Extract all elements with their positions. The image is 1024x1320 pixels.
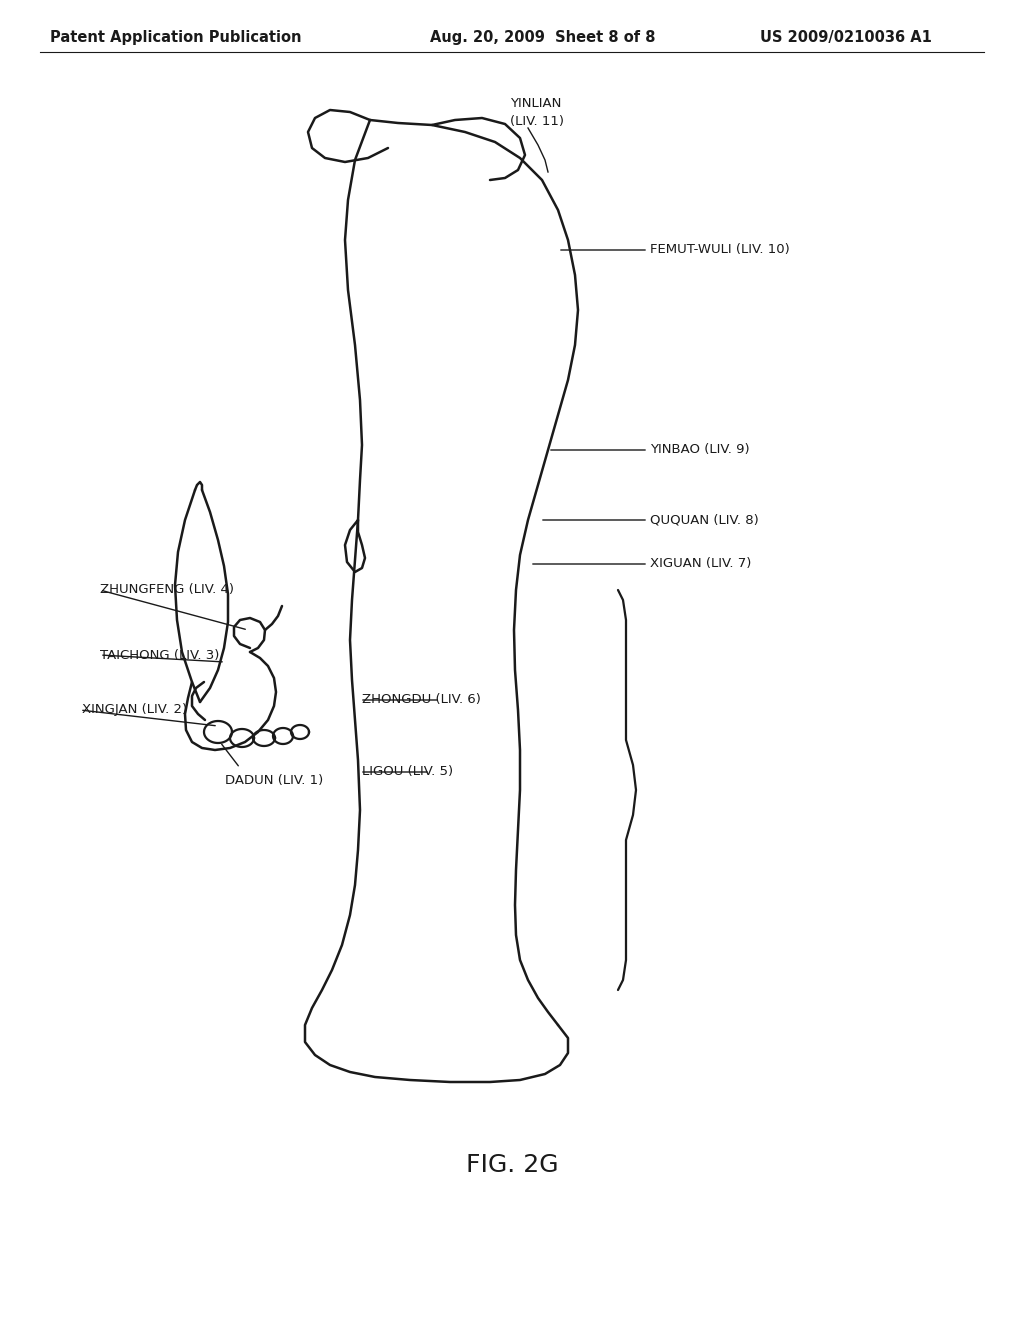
Text: FIG. 2G: FIG. 2G xyxy=(466,1152,558,1177)
Text: DADUN (LIV. 1): DADUN (LIV. 1) xyxy=(225,774,324,787)
Text: YINBAO (LIV. 9): YINBAO (LIV. 9) xyxy=(650,444,750,457)
Text: Aug. 20, 2009  Sheet 8 of 8: Aug. 20, 2009 Sheet 8 of 8 xyxy=(430,30,655,45)
Text: ZHONGDU (LIV. 6): ZHONGDU (LIV. 6) xyxy=(362,693,481,706)
Text: FEMUT-WULI (LIV. 10): FEMUT-WULI (LIV. 10) xyxy=(650,243,790,256)
Text: (LIV. 11): (LIV. 11) xyxy=(510,115,564,128)
Text: YINLIAN: YINLIAN xyxy=(510,96,561,110)
Text: XINGJAN (LIV. 2): XINGJAN (LIV. 2) xyxy=(82,704,187,717)
Text: QUQUAN (LIV. 8): QUQUAN (LIV. 8) xyxy=(650,513,759,527)
Text: XIGUAN (LIV. 7): XIGUAN (LIV. 7) xyxy=(650,557,752,570)
Text: Patent Application Publication: Patent Application Publication xyxy=(50,30,301,45)
Text: ZHUNGFENG (LIV. 4): ZHUNGFENG (LIV. 4) xyxy=(100,583,234,597)
Text: US 2009/0210036 A1: US 2009/0210036 A1 xyxy=(760,30,932,45)
Text: TAICHONG (LIV. 3): TAICHONG (LIV. 3) xyxy=(100,648,219,661)
Text: LIGOU (LIV. 5): LIGOU (LIV. 5) xyxy=(362,766,454,779)
